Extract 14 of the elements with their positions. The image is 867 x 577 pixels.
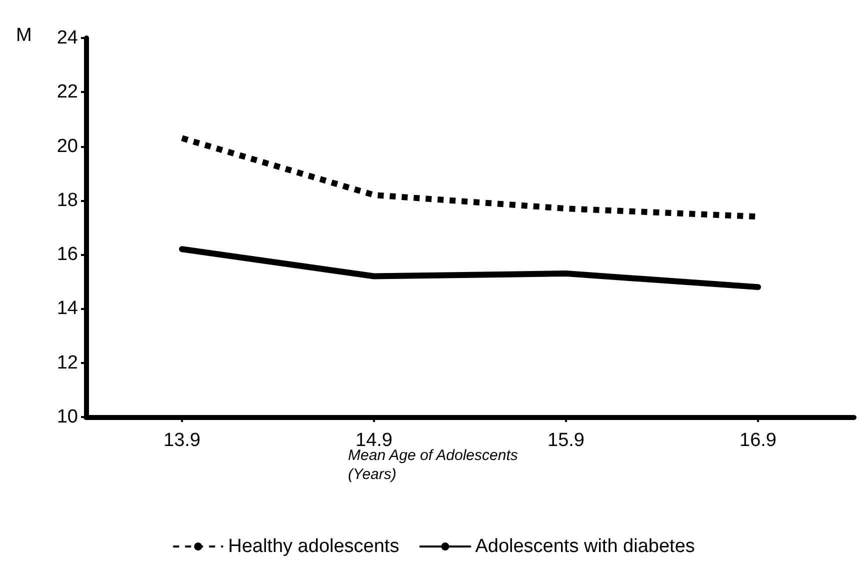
y-tick-label: 14	[56, 298, 78, 320]
y-tick-label: 18	[56, 190, 78, 211]
y-axis-title: M	[16, 25, 32, 46]
y-tick-label: 12	[56, 352, 78, 374]
y-tick-label: 16	[56, 244, 78, 266]
y-tick-label: 24	[56, 28, 78, 48]
y-tick-label: 10	[56, 406, 78, 428]
x-tick-label: 13.9	[164, 430, 200, 451]
legend-label: Healthy adolescents	[228, 536, 400, 557]
legend-label: Adolescents with diabetes	[475, 536, 695, 557]
x-tick-label: 15.9	[548, 430, 584, 451]
y-tick-label: 20	[56, 136, 78, 157]
y-tick-label: 22	[56, 82, 78, 103]
x-tick-label: 16.9	[740, 430, 776, 451]
